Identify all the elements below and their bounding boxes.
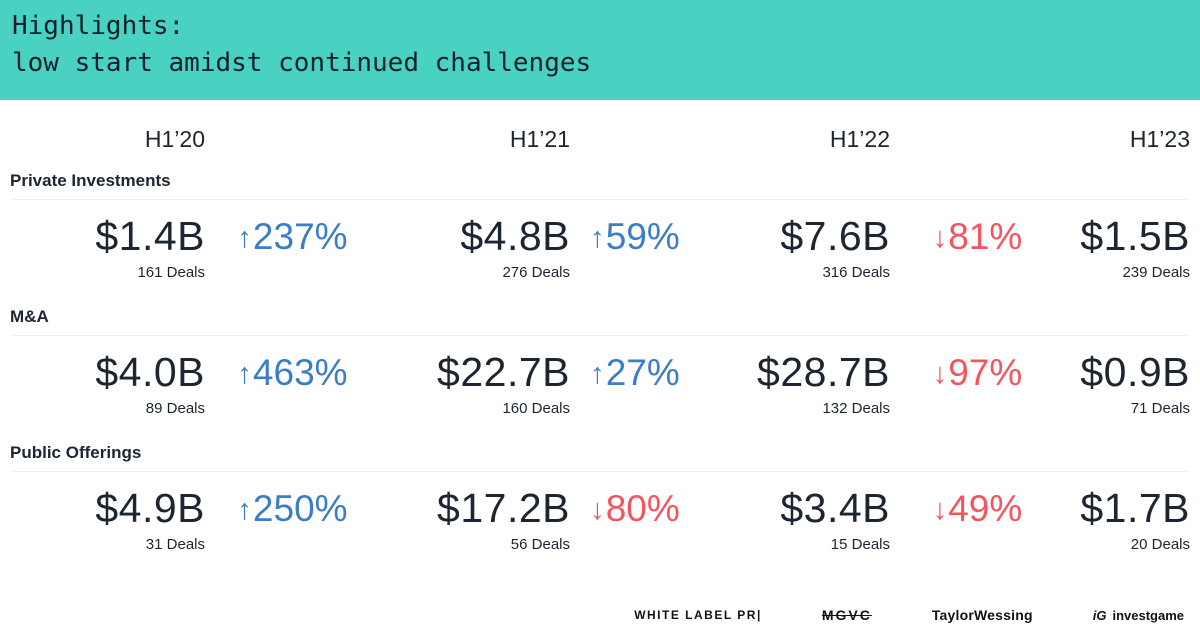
amount: $7.6B <box>780 213 890 259</box>
data-row: $1.4B 161 Deals ↑237% $4.8B 276 Deals ↑5… <box>10 200 1190 289</box>
arrow-down-icon: ↓ <box>932 494 948 526</box>
value-cell: $3.4B 15 Deals <box>700 485 890 554</box>
deals-count: 239 Deals <box>1122 264 1190 281</box>
amount: $1.7B <box>1080 485 1190 531</box>
value-cell: $4.8B 276 Deals <box>380 213 570 282</box>
pct-change: 237% <box>252 216 348 257</box>
data-row: $4.9B 31 Deals ↑250% $17.2B 56 Deals ↓80… <box>10 472 1190 561</box>
header-h1-20: H1’20 <box>144 126 205 152</box>
amount: $0.9B <box>1080 349 1190 395</box>
deals-count: 132 Deals <box>822 400 890 417</box>
deals-count: 15 Deals <box>830 536 890 553</box>
amount: $28.7B <box>757 349 890 395</box>
banner-title: Highlights: <box>12 11 185 41</box>
value-cell: $7.6B 316 Deals <box>700 213 890 282</box>
arrow-down-icon: ↓ <box>932 358 948 390</box>
section-title: Public Offerings <box>10 443 1190 472</box>
highlights-banner: Highlights: low start amidst continued c… <box>0 0 1200 100</box>
value-cell: $4.9B 31 Deals <box>10 485 205 554</box>
section-title: M&A <box>10 307 1190 336</box>
amount: $3.4B <box>780 485 890 531</box>
data-row: $4.0B 89 Deals ↑463% $22.7B 160 Deals ↑2… <box>10 336 1190 425</box>
deals-count: 20 Deals <box>1130 536 1190 553</box>
deals-count: 71 Deals <box>1130 400 1190 417</box>
deals-count: 316 Deals <box>822 264 890 281</box>
highlights-table: H1’20 H1’21 H1’22 H1’23 Private Investme… <box>0 126 1200 561</box>
value-cell: $22.7B 160 Deals <box>380 349 570 418</box>
pct-change: 49% <box>948 488 1023 529</box>
mgvc-logo: MGVC <box>821 607 872 623</box>
change-cell: ↑59% <box>570 216 700 257</box>
arrow-up-icon: ↑ <box>237 222 252 254</box>
amount: $4.8B <box>460 213 570 259</box>
pct-change: 250% <box>252 488 348 529</box>
deals-count: 160 Deals <box>502 400 570 417</box>
change-cell: ↑237% <box>205 216 380 257</box>
arrow-up-icon: ↑ <box>590 222 605 254</box>
change-cell: ↓80% <box>570 488 700 529</box>
deals-count: 276 Deals <box>502 264 570 281</box>
value-cell: $0.9B 71 Deals <box>1065 349 1190 418</box>
pct-change: 59% <box>605 216 680 257</box>
change-cell: ↓97% <box>890 352 1065 393</box>
change-cell: ↓49% <box>890 488 1065 529</box>
value-cell: $4.0B 89 Deals <box>10 349 205 418</box>
section-private-investments: Private Investments $1.4B 161 Deals ↑237… <box>10 171 1190 289</box>
deals-count: 161 Deals <box>137 264 205 281</box>
amount: $4.0B <box>95 349 205 395</box>
footer-logos: WHITE LABEL PR| MGVC TaylorWessing iG inv… <box>634 607 1184 623</box>
banner-subtitle: low start amidst continued challenges <box>12 48 592 78</box>
pct-change: 27% <box>605 352 680 393</box>
investgame-icon: iG <box>1092 607 1107 623</box>
header-h1-22: H1’22 <box>829 126 890 152</box>
arrow-down-icon: ↓ <box>590 494 605 526</box>
value-cell: $1.4B 161 Deals <box>10 213 205 282</box>
deals-count: 31 Deals <box>145 536 205 553</box>
arrow-down-icon: ↓ <box>932 222 948 254</box>
change-cell: ↓81% <box>890 216 1065 257</box>
deals-count: 89 Deals <box>145 400 205 417</box>
value-cell: $28.7B 132 Deals <box>700 349 890 418</box>
amount: $1.4B <box>95 213 205 259</box>
section-ma: M&A $4.0B 89 Deals ↑463% $22.7B 160 Deal… <box>10 307 1190 425</box>
investgame-logo: iG investgame <box>1093 608 1184 623</box>
pct-change: 97% <box>948 352 1023 393</box>
pct-change: 463% <box>252 352 348 393</box>
section-public-offerings: Public Offerings $4.9B 31 Deals ↑250% $1… <box>10 443 1190 561</box>
value-cell: $17.2B 56 Deals <box>380 485 570 554</box>
amount: $1.5B <box>1080 213 1190 259</box>
deals-count: 56 Deals <box>510 536 570 553</box>
change-cell: ↑27% <box>570 352 700 393</box>
value-cell: $1.5B 239 Deals <box>1065 213 1190 282</box>
white-label-pr-logo: WHITE LABEL PR| <box>634 608 762 622</box>
amount: $22.7B <box>437 349 570 395</box>
investgame-wordmark: investgame <box>1112 607 1184 623</box>
taylor-wessing-logo: TaylorWessing <box>931 607 1033 623</box>
amount: $17.2B <box>437 485 570 531</box>
amount: $4.9B <box>95 485 205 531</box>
arrow-up-icon: ↑ <box>590 358 605 390</box>
value-cell: $1.7B 20 Deals <box>1065 485 1190 554</box>
change-cell: ↑463% <box>205 352 380 393</box>
section-title: Private Investments <box>10 171 1190 200</box>
arrow-up-icon: ↑ <box>237 358 252 390</box>
header-h1-23: H1’23 <box>1129 126 1190 152</box>
pct-change: 80% <box>605 488 680 529</box>
change-cell: ↑250% <box>205 488 380 529</box>
arrow-up-icon: ↑ <box>237 494 252 526</box>
period-header-row: H1’20 H1’21 H1’22 H1’23 <box>10 126 1190 153</box>
header-h1-21: H1’21 <box>509 126 570 152</box>
pct-change: 81% <box>948 216 1023 257</box>
